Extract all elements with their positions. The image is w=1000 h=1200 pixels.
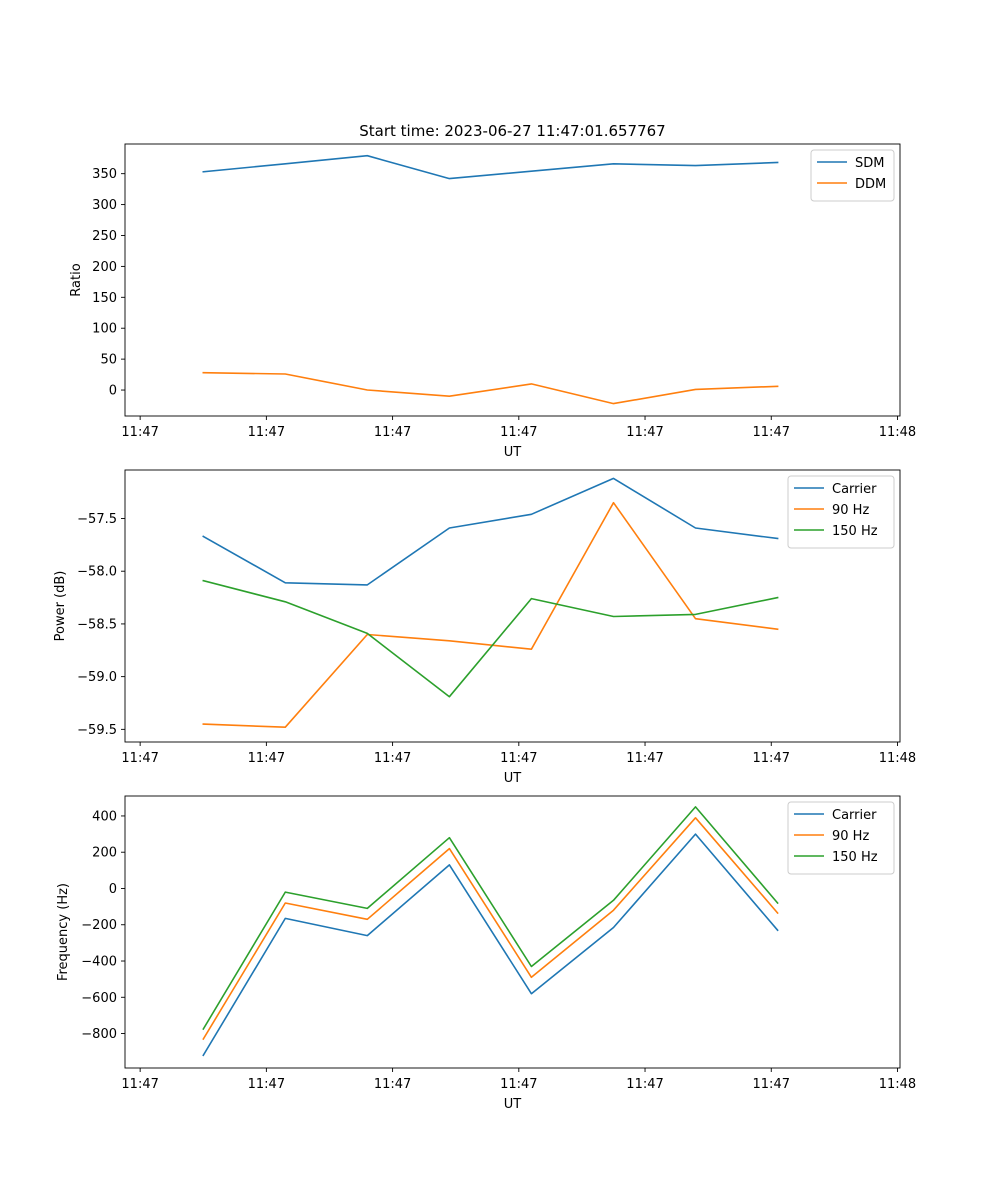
y-axis-label: Frequency (Hz) [56, 883, 71, 981]
y-tick-label: 250 [92, 229, 117, 244]
legend-label: 90 Hz [832, 503, 869, 518]
axes-frame [124, 143, 901, 417]
x-tick-label: 11:47 [374, 751, 411, 766]
y-axis-label: Ratio [69, 263, 84, 296]
x-tick-label: 11:47 [626, 751, 663, 766]
x-tick-label: 11:47 [248, 425, 285, 440]
legend: SDM DDM [810, 149, 895, 202]
y-tick-label: 350 [92, 167, 117, 182]
x-tick-label: 11:47 [626, 425, 663, 440]
x-tick-label: 11:47 [121, 1077, 158, 1092]
axes-frame [124, 469, 901, 743]
y-tick-label: 200 [92, 260, 117, 275]
chart-panel-3: 11:47 11:47 11:47 11:47 11:47 11:47 11:48 UT −80… [56, 795, 916, 1112]
y-tick-label: 0 [109, 384, 117, 399]
x-tick-label: 11:47 [753, 1077, 790, 1092]
legend-label: 150 Hz [832, 850, 878, 865]
y-tick-label: −59.0 [77, 670, 117, 685]
series-line-carrier [202, 833, 779, 1057]
x-tick-label: 11:47 [248, 751, 285, 766]
series-line-150-hz [202, 806, 779, 1031]
legend: Carrier 90 Hz 150 Hz [787, 475, 895, 549]
x-axis-label: UT [504, 771, 522, 786]
legend-label: 90 Hz [832, 829, 869, 844]
legend-label: Carrier [832, 808, 877, 823]
series-line-150-hz [202, 579, 779, 698]
legend: Carrier 90 Hz 150 Hz [787, 801, 895, 875]
y-tick-label: −58.5 [77, 617, 117, 632]
y-tick-label: 150 [92, 291, 117, 306]
series-line-ddm [202, 371, 779, 405]
y-axis-label: Power (dB) [53, 571, 68, 642]
y-tick-label: 200 [92, 846, 117, 861]
series-line-carrier [202, 477, 779, 586]
x-tick-label: 11:47 [121, 425, 158, 440]
x-tick-label: 11:48 [879, 751, 916, 766]
x-axis-label: UT [504, 445, 522, 460]
y-tick-label: 100 [92, 322, 117, 337]
y-tick-label: −200 [81, 918, 117, 933]
x-tick-label: 11:48 [879, 1077, 916, 1092]
legend-label: Carrier [832, 482, 877, 497]
series-line-90-hz [202, 501, 779, 729]
y-tick-label: −59.5 [77, 723, 117, 738]
y-tick-label: −800 [81, 1027, 117, 1042]
x-tick-label: 11:47 [753, 751, 790, 766]
chart-panel-2: 11:47 11:47 11:47 11:47 11:47 11:47 11:48 UT −59… [53, 469, 916, 786]
x-tick-label: 11:47 [500, 751, 537, 766]
x-tick-label: 11:48 [879, 425, 916, 440]
legend-label: DDM [855, 177, 886, 192]
x-tick-label: 11:47 [500, 425, 537, 440]
x-axis-label: UT [504, 1097, 522, 1112]
x-tick-label: 11:47 [248, 1077, 285, 1092]
y-tick-label: 0 [109, 882, 117, 897]
chart-title: Start time: 2023-06-27 11:47:01.657767 [359, 122, 665, 140]
y-tick-label: −400 [81, 955, 117, 970]
y-tick-label: −57.5 [77, 512, 117, 527]
series-line-90-hz [202, 816, 779, 1041]
x-tick-label: 11:47 [626, 1077, 663, 1092]
y-tick-label: 300 [92, 198, 117, 213]
axes-frame [124, 795, 901, 1069]
y-tick-label: −600 [81, 991, 117, 1006]
x-tick-label: 11:47 [121, 751, 158, 766]
y-tick-label: 50 [100, 353, 117, 368]
legend-label: SDM [855, 156, 884, 171]
x-tick-label: 11:47 [753, 425, 790, 440]
x-tick-label: 11:47 [500, 1077, 537, 1092]
legend-label: 150 Hz [832, 524, 878, 539]
panels: Start time: 2023-06-27 11:47:01.657767 11… [53, 122, 916, 1112]
chart-panel-1: Start time: 2023-06-27 11:47:01.657767 11… [69, 122, 916, 460]
x-tick-label: 11:47 [374, 425, 411, 440]
x-tick-label: 11:47 [374, 1077, 411, 1092]
series-line-sdm [202, 154, 779, 180]
y-tick-label: −58.0 [77, 565, 117, 580]
y-tick-label: 400 [92, 809, 117, 824]
